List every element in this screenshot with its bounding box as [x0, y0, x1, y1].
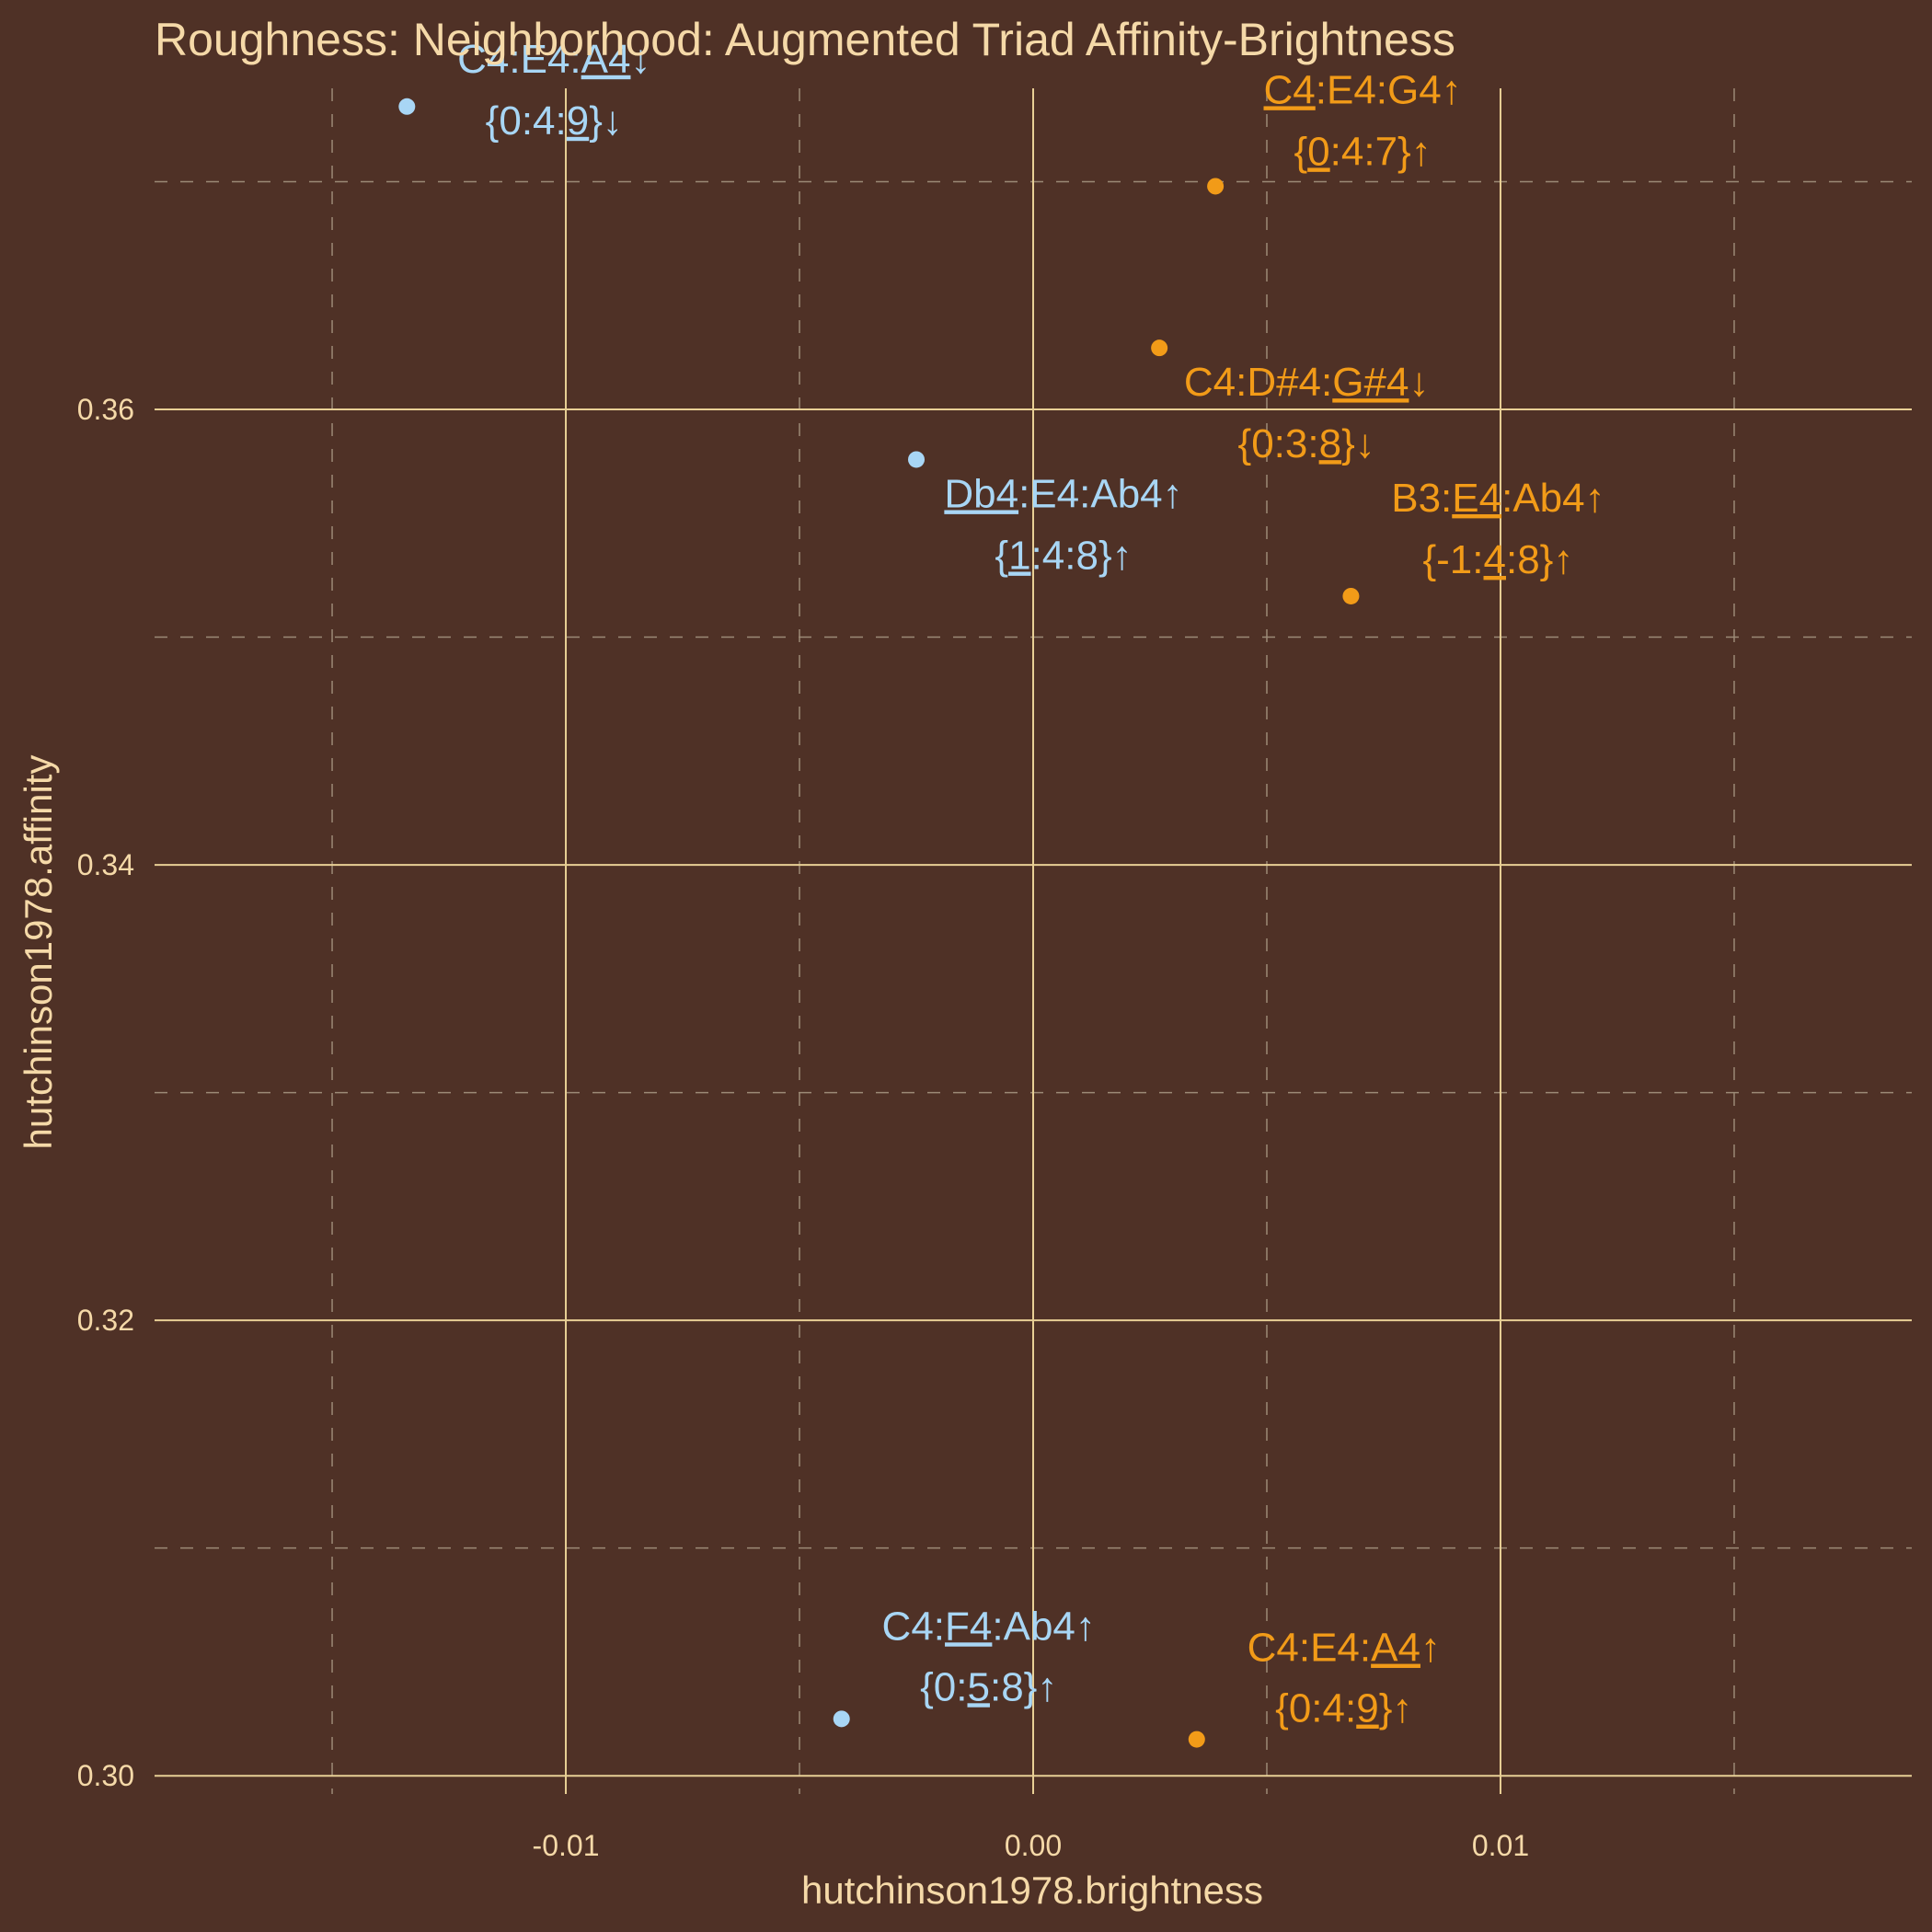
point-label: {0:3:8}↓: [1238, 421, 1375, 466]
point-label-segment: :E4:G4↑: [1316, 67, 1462, 112]
point-label: {0:4:9}↑: [1275, 1686, 1412, 1731]
point-label: {-1:4:8}↑: [1422, 537, 1573, 582]
point-label-segment: C4:E4:: [457, 37, 581, 82]
point-label: C4:E4:G4↑: [1264, 67, 1462, 112]
label-layer: C4:E4:A4↓{0:4:9}↓C4:E4:G4↑{0:4:7}↑C4:D#4…: [457, 37, 1604, 1731]
point-label-segment: {: [995, 533, 1008, 578]
point-label-segment: {: [1294, 129, 1307, 174]
y-tick-label: 0.34: [77, 848, 134, 881]
point-label-segment: {-1:: [1422, 537, 1483, 582]
point-label-segment: C4:E4:: [1248, 1626, 1372, 1671]
point-label-segment: {0:4:: [1275, 1686, 1356, 1731]
point-label-underlined: 0: [1307, 129, 1329, 174]
tick-layer: -0.01 0.00 0.01 0.30 0.32 0.34 0.36: [77, 393, 1529, 1862]
point-label-segment: }↑: [1379, 1686, 1413, 1731]
point-label-underlined: 9: [567, 98, 589, 144]
point-label-segment: }↓: [1341, 421, 1375, 466]
point-label-underlined: A4: [581, 37, 631, 82]
data-point: [833, 1710, 850, 1728]
point-label-segment: :8}↑: [990, 1664, 1057, 1709]
point-label-segment: :4:8}↑: [1031, 533, 1133, 578]
y-tick-label: 0.36: [77, 393, 134, 426]
point-label-underlined: 1: [1008, 533, 1030, 578]
point-label-segment: }↓: [589, 98, 623, 144]
point-label-segment: :4:7}↑: [1330, 129, 1432, 174]
point-label-underlined: 9: [1356, 1686, 1378, 1731]
point-label-segment: C4:: [882, 1604, 945, 1649]
data-point: [398, 98, 416, 115]
point-label-segment: B3:: [1391, 476, 1452, 521]
x-tick-label: 0.01: [1472, 1829, 1529, 1862]
point-label: {1:4:8}↑: [995, 533, 1132, 578]
data-point: [1342, 587, 1360, 604]
point-label: {0:5:8}↑: [920, 1664, 1057, 1709]
point-label: C4:D#4:G#4↓: [1184, 360, 1430, 405]
point-label-segment: ↓: [630, 37, 650, 82]
y-tick-label: 0.30: [77, 1759, 134, 1792]
point-label-underlined: 8: [1319, 421, 1341, 466]
point-label-underlined: G#4: [1332, 360, 1409, 405]
point-label-segment: ↓: [1409, 360, 1429, 405]
point-label-underlined: 5: [967, 1664, 989, 1709]
y-axis-title: hutchinson1978.affinity: [17, 755, 60, 1150]
point-label: C4:F4:Ab4↑: [882, 1604, 1096, 1649]
y-tick-label: 0.32: [77, 1304, 134, 1337]
x-tick-label: -0.01: [533, 1829, 600, 1862]
data-point: [1151, 339, 1168, 357]
point-label-underlined: F4: [945, 1604, 992, 1649]
point-label-underlined: 4: [1484, 537, 1506, 582]
point-layer: [398, 98, 1360, 1748]
point-label-underlined: Db4: [944, 471, 1018, 516]
point-label-segment: :Ab4↑: [992, 1604, 1096, 1649]
x-tick-label: 0.00: [1005, 1829, 1062, 1862]
point-label-underlined: C4: [1264, 67, 1316, 112]
point-label-segment: :8}↑: [1506, 537, 1573, 582]
data-point: [1188, 1731, 1205, 1748]
point-label: {0:4:7}↑: [1294, 129, 1431, 174]
point-label-segment: :Ab4↑: [1501, 476, 1605, 521]
point-label-underlined: A4: [1371, 1626, 1420, 1671]
point-label-segment: {0:3:: [1238, 421, 1319, 466]
grid-layer: [155, 88, 1912, 1794]
point-label: {0:4:9}↓: [486, 98, 623, 144]
data-point: [908, 451, 926, 468]
point-label-underlined: E4: [1452, 476, 1501, 521]
data-point: [1207, 178, 1225, 195]
point-label-segment: :E4:Ab4↑: [1018, 471, 1183, 516]
point-label-segment: C4:D#4:: [1184, 360, 1332, 405]
x-axis-title: hutchinson1978.brightness: [801, 1869, 1263, 1912]
point-label-segment: {0:4:: [486, 98, 567, 144]
point-label: C4:E4:A4↑: [1248, 1626, 1441, 1671]
point-label: B3:E4:Ab4↑: [1391, 476, 1604, 521]
point-label-segment: {0:: [920, 1664, 967, 1709]
point-label-segment: ↑: [1420, 1626, 1441, 1671]
chart-title: Roughness: Neighborhood: Augmented Triad…: [155, 14, 1455, 65]
point-label: C4:E4:A4↓: [457, 37, 650, 82]
point-label: Db4:E4:Ab4↑: [944, 471, 1182, 516]
